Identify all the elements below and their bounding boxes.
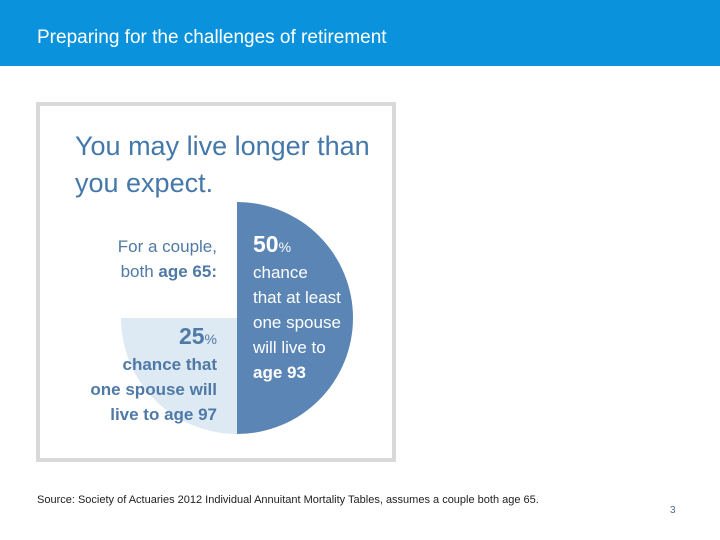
couple-label-line-2: both age 65: — [118, 259, 217, 284]
longevity-pie — [121, 202, 353, 434]
fifty-line-5: age 93 — [253, 363, 306, 382]
infographic-panel: You may live longer than you expect. For… — [40, 106, 392, 458]
fifty-line-4: will live to — [253, 338, 326, 357]
twentyfive-percent-value: 25% — [90, 324, 217, 352]
fifty-line-3: one spouse — [253, 313, 341, 332]
slide-title: Preparing for the challenges of retireme… — [37, 27, 387, 48]
source-footnote: Source: Society of Actuaries 2012 Indivi… — [37, 494, 539, 506]
fifty-line-1: chance — [253, 263, 308, 282]
twentyfive-unit: % — [204, 331, 217, 347]
fifty-percent-label: 50% chance that at least one spouse will… — [253, 232, 341, 385]
twentyfive-line-3: live to age 97 — [110, 405, 217, 424]
fifty-number: 50 — [253, 231, 279, 257]
slide-header: Preparing for the challenges of retireme… — [0, 0, 720, 66]
twentyfive-percent-label: 25% chance that one spouse will live to … — [90, 324, 217, 427]
couple-label-age: age 65: — [158, 262, 217, 281]
fifty-percent-value: 50% — [253, 232, 341, 260]
twentyfive-number: 25 — [178, 323, 205, 349]
couple-label: For a couple, both age 65: — [118, 234, 217, 284]
couple-label-line-1: For a couple, — [117, 237, 217, 256]
pie-slice-25-percent — [121, 318, 237, 434]
couple-label-prefix: both — [120, 262, 159, 281]
fifty-line-2: that at least — [253, 288, 341, 307]
page-number: 3 — [670, 505, 676, 516]
twentyfive-line-1: chance that — [122, 355, 217, 374]
infographic-title: You may live longer than you expect. — [75, 131, 370, 198]
fifty-unit: % — [278, 239, 292, 255]
longevity-infographic: You may live longer than you expect. For… — [36, 102, 396, 462]
twentyfive-line-2: one spouse will — [90, 380, 217, 399]
pie-slice-50-percent — [237, 202, 353, 434]
